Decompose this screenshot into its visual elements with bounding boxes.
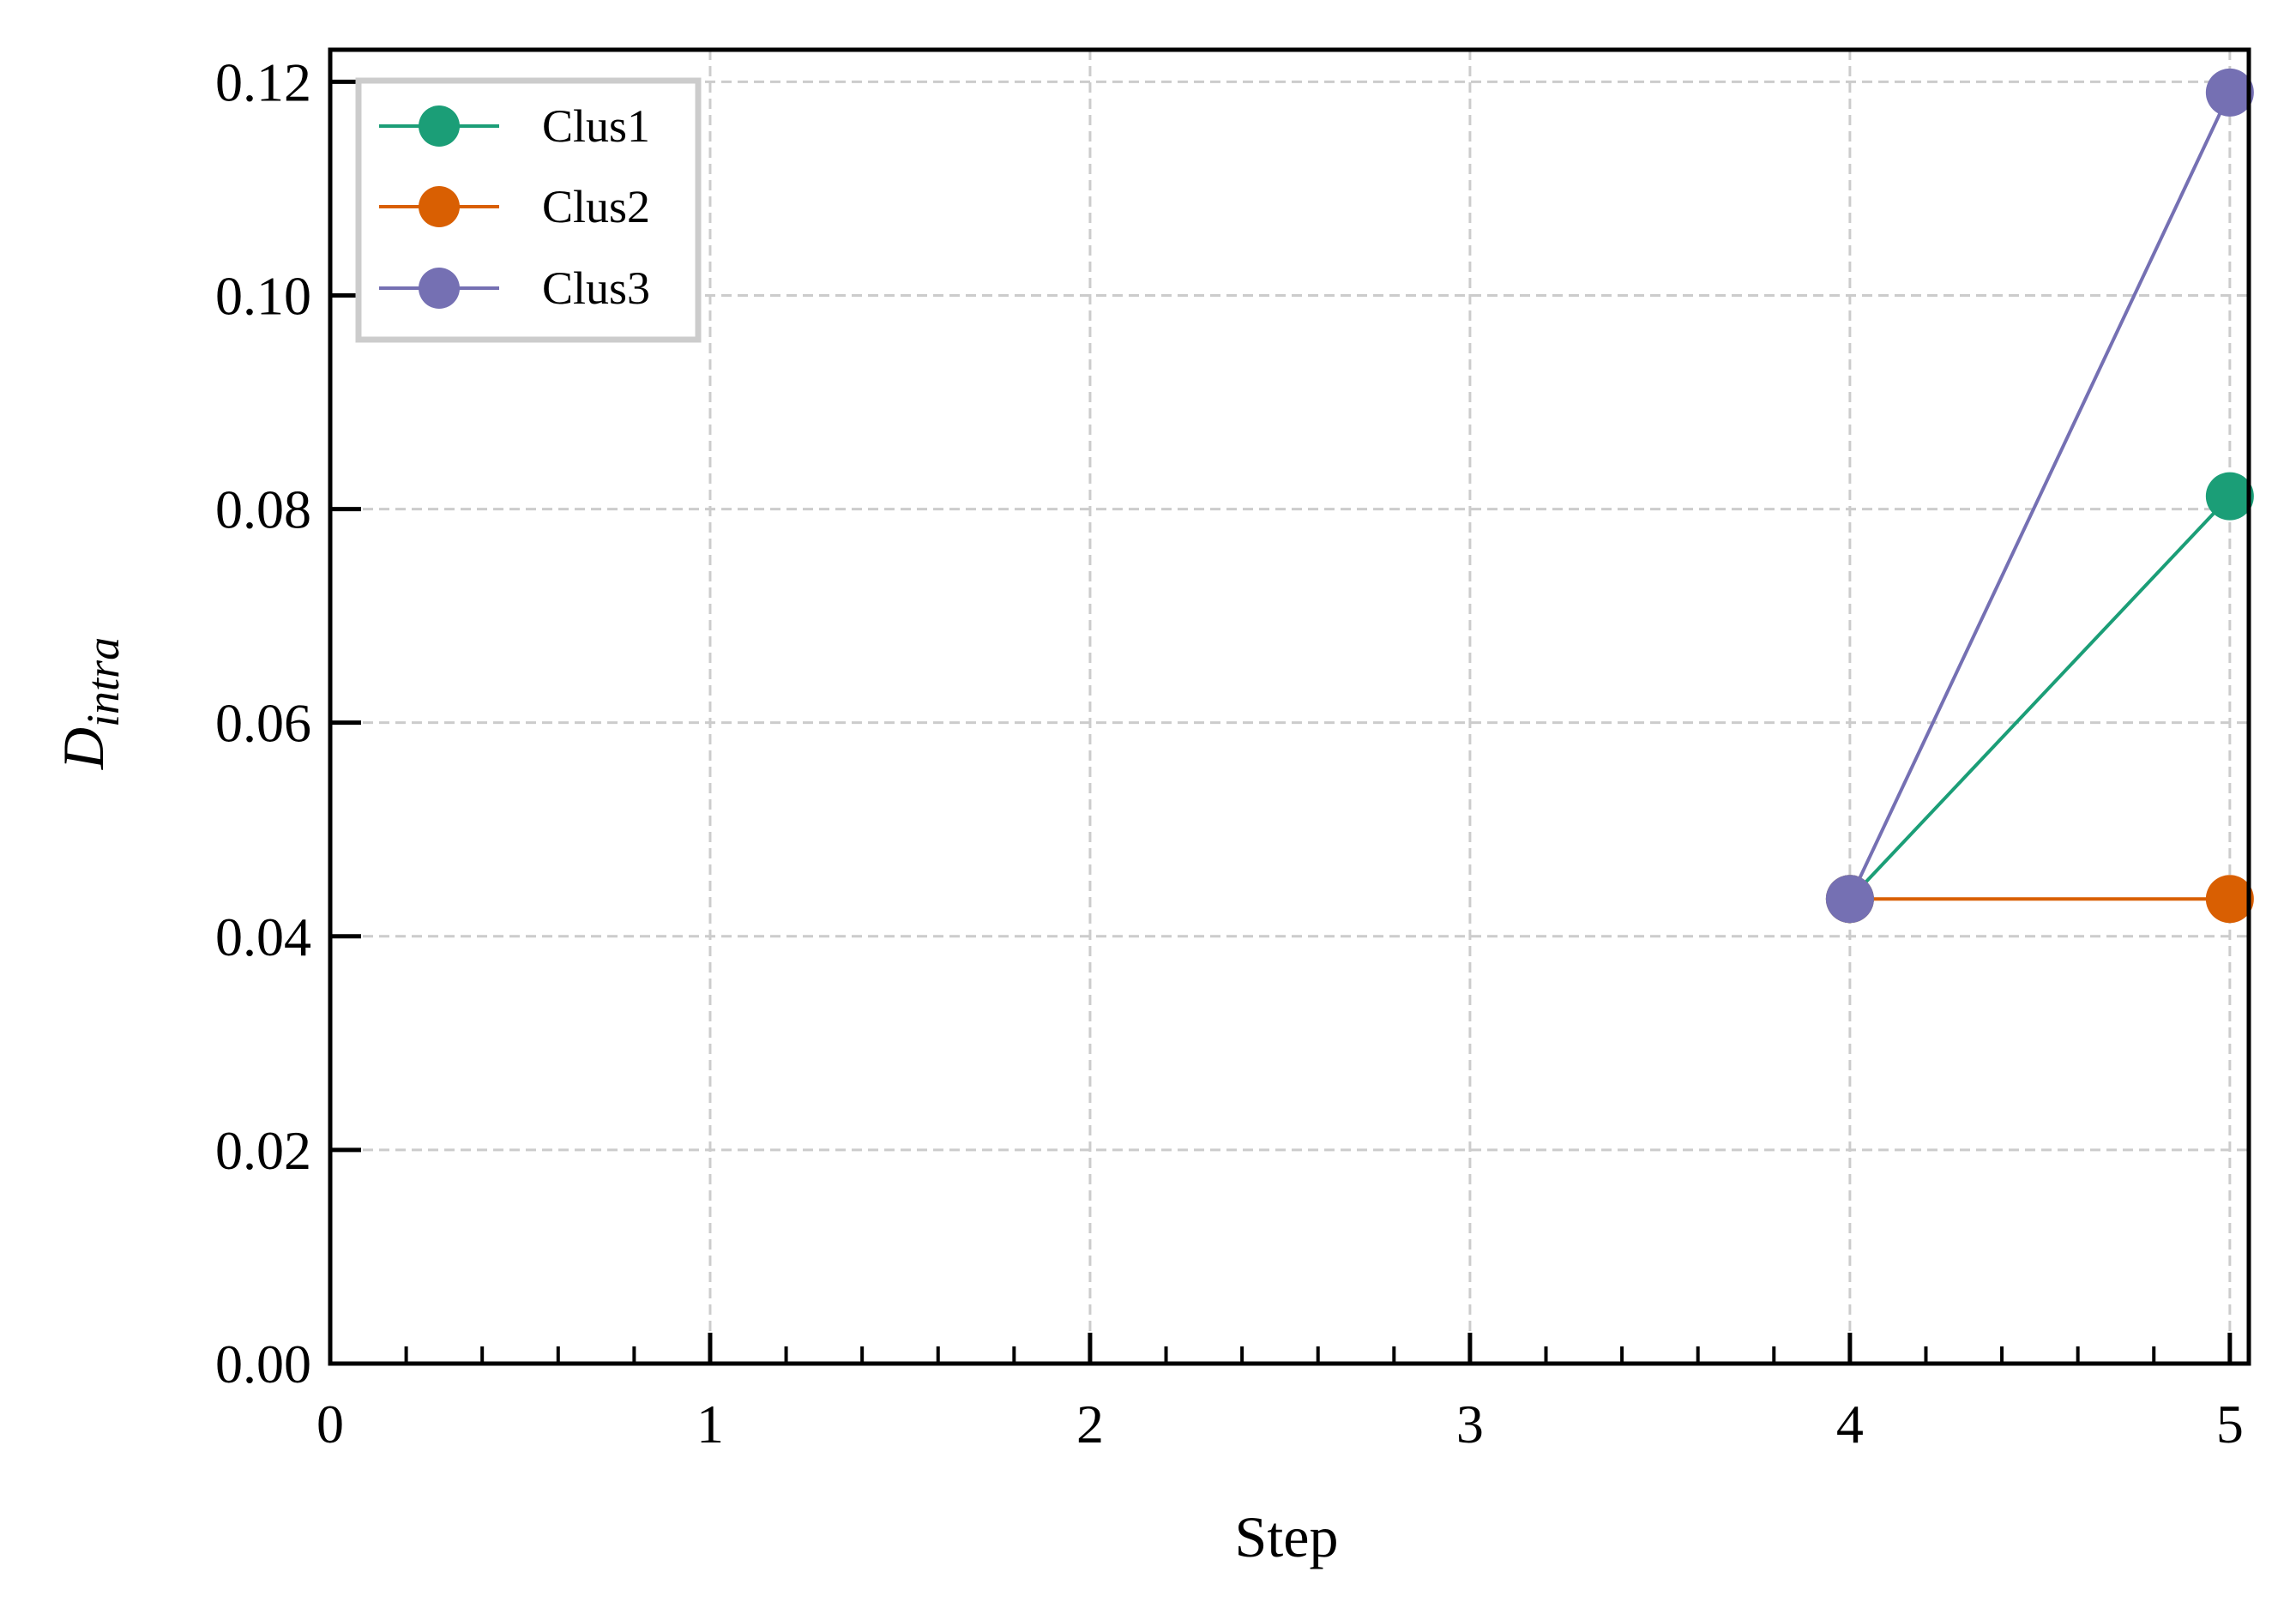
minor-ticks bbox=[404, 1346, 2156, 1364]
legend-marker-clus1 bbox=[419, 105, 460, 147]
y-tick-label: 0.04 bbox=[215, 906, 311, 967]
y-tick-label: 0.00 bbox=[215, 1334, 311, 1394]
legend: Clus1 Clus2 Clus3 bbox=[355, 77, 702, 343]
x-tick-label: 2 bbox=[1076, 1394, 1104, 1454]
y-axis-label-sub: intra bbox=[77, 637, 129, 727]
x-tick-label: 1 bbox=[696, 1394, 724, 1454]
legend-marker-clus3 bbox=[419, 268, 460, 309]
legend-label-clus2: Clus2 bbox=[542, 181, 650, 232]
plot-frame bbox=[328, 47, 2251, 1366]
data-point-clus3 bbox=[2205, 68, 2254, 117]
y-tick-label: 0.06 bbox=[215, 693, 311, 754]
data-point-clus2 bbox=[2205, 875, 2254, 924]
y-tick-label: 0.02 bbox=[215, 1120, 311, 1181]
legend-entry-clus2: Clus2 bbox=[379, 181, 650, 232]
x-tick-label: 5 bbox=[2216, 1394, 2244, 1454]
y-tick-label: 0.10 bbox=[215, 265, 311, 326]
y-axis-label-main: D bbox=[51, 727, 116, 770]
x-tick-label: 3 bbox=[1456, 1394, 1484, 1454]
data-point-clus1 bbox=[2205, 472, 2254, 521]
legend-label-clus3: Clus3 bbox=[542, 262, 650, 314]
y-tick-labels: 0.00 0.02 0.04 0.06 0.08 0.10 0.12 bbox=[215, 51, 311, 1394]
legend-marker-clus2 bbox=[419, 186, 460, 227]
legend-entry-clus1: Clus1 bbox=[379, 100, 650, 152]
y-tick-label: 0.08 bbox=[215, 479, 311, 540]
y-axis-label: Dintra bbox=[51, 637, 129, 770]
data-point-clus3 bbox=[1825, 875, 1874, 924]
x-tick-label: 0 bbox=[316, 1394, 344, 1454]
series-group bbox=[1825, 68, 2254, 924]
series-line-clus1 bbox=[1848, 495, 2232, 900]
legend-box bbox=[355, 77, 702, 343]
x-axis-label: Step bbox=[1235, 1504, 1339, 1569]
x-tick-labels: 0 1 2 3 4 5 bbox=[316, 1394, 2244, 1454]
x-tick-label: 4 bbox=[1836, 1394, 1864, 1454]
y-tick-label: 0.12 bbox=[215, 51, 311, 112]
series-line-clus3 bbox=[1848, 91, 2232, 900]
legend-label-clus1: Clus1 bbox=[542, 100, 650, 152]
legend-entry-clus3: Clus3 bbox=[379, 262, 650, 314]
